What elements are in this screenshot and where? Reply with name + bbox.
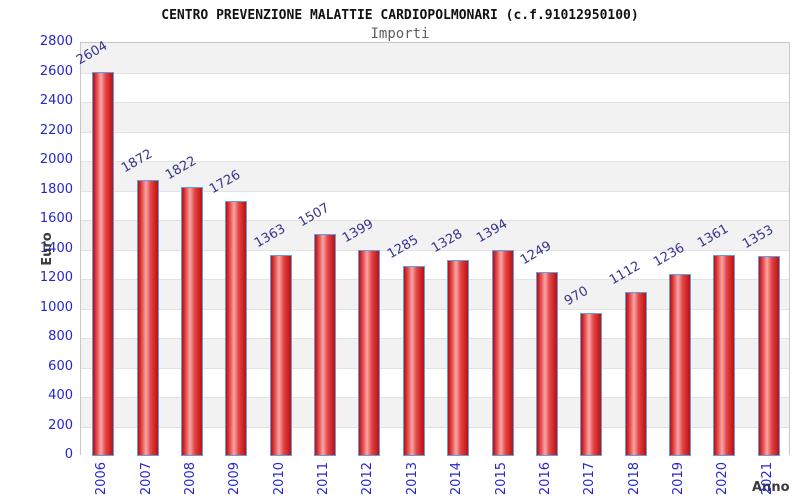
bar-2021 [757,256,780,456]
gridline [81,131,789,133]
y-tick-label: 2000 [39,152,73,167]
x-tick-label: 2011 [316,462,332,496]
gridline [81,72,789,74]
plot-band [81,131,789,161]
y-tick-label: 2600 [39,63,73,79]
gridline [81,397,789,398]
x-tick-label: 2006 [94,462,110,496]
bar-2010 [269,254,292,456]
bar-2006 [92,71,115,456]
chart-subtitle: Importi [370,26,430,42]
x-tick-label: 2020 [715,462,731,496]
gridline [81,249,789,251]
y-tick-label: 1000 [39,299,73,315]
bar-2012 [358,249,381,456]
x-tick-label: 2009 [227,462,243,496]
x-tick-label: 2017 [582,462,598,496]
gridline [81,161,789,162]
plot-band [81,161,789,191]
y-tick-label: 400 [48,388,73,403]
gridline [81,102,789,103]
y-tick-label: 1200 [39,270,73,285]
plot-band [81,43,789,73]
x-tick-label: 2012 [360,462,376,496]
bar-2007 [136,179,159,456]
gridline [81,338,789,339]
x-tick-label: 2014 [449,462,465,496]
gridline [81,308,789,310]
x-axis-title: Anno [752,480,790,495]
x-tick-label: 2010 [271,462,287,496]
bar-2009 [225,201,248,456]
y-axis-title: Euro [40,232,55,266]
gridline [81,279,789,280]
y-tick-label: 2400 [39,93,73,108]
x-tick-label: 2013 [404,462,420,496]
x-tick-label: 2007 [138,462,154,496]
y-tick-label: 800 [48,329,73,344]
bar-2019 [669,273,692,456]
bar-2018 [624,291,647,456]
plot-band [81,102,789,132]
plot-area [80,42,790,456]
bar-2008 [180,187,203,456]
gridline [81,367,789,369]
y-tick-label: 200 [48,417,73,433]
bar-2011 [314,233,337,456]
plot-band [81,72,789,102]
y-tick-label: 1800 [39,181,73,197]
y-tick-label: 2200 [39,122,73,138]
y-tick-label: 1400 [39,240,73,256]
bar-2017 [580,312,603,456]
x-tick-label: 2021 [759,462,775,496]
x-tick-label: 2015 [493,462,509,496]
x-tick-label: 2019 [671,462,687,496]
bar-2013 [402,266,425,456]
y-tick-label: 2800 [39,34,73,49]
bar-2016 [535,271,558,456]
x-tick-label: 2008 [182,462,198,496]
x-tick-label: 2016 [537,462,553,496]
chart-title: CENTRO PREVENZIONE MALATTIE CARDIOPOLMON… [161,8,639,23]
y-tick-label: 1600 [39,211,73,226]
x-tick-label: 2018 [626,462,642,496]
gridline [81,220,789,221]
bar-2020 [713,255,736,456]
y-tick-label: 0 [64,447,73,462]
gridline [81,190,789,192]
gridline [81,426,789,428]
bar-2014 [447,260,470,456]
bar-2015 [491,250,514,456]
y-tick-label: 600 [48,358,73,374]
